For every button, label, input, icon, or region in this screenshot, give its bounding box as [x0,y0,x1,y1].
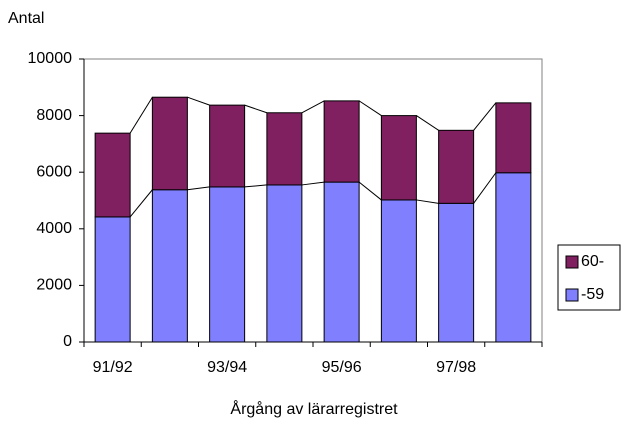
series-line [187,96,210,106]
bar-segment [94,216,131,343]
y-tick-label: 2000 [36,277,72,294]
series-line [358,181,382,201]
bar-segment [380,115,417,201]
y-tick-label: 4000 [36,220,72,237]
legend-swatch [565,255,579,269]
y-tick-label: 0 [63,333,72,350]
bar-segment [323,100,360,183]
x-tick-label: 93/94 [207,359,247,376]
series-line [358,100,382,117]
series-line [129,96,153,134]
x-tick-label: 97/98 [436,359,476,376]
bar-segment [323,181,360,343]
y-tick-label: 6000 [36,163,72,180]
bar-segment [266,112,303,186]
x-tick-label: 95/96 [322,359,362,376]
series-line [244,184,267,188]
bar-segment [438,202,475,343]
series-line [473,102,497,131]
legend-label: -59 [581,286,604,303]
bar-segment [495,102,532,174]
series-line [301,181,325,186]
bar-segment [151,189,188,343]
series-line [416,199,439,204]
bar-segment [94,132,131,218]
series-line [244,104,268,114]
bar-segment [380,199,417,343]
legend-label: 60- [581,253,604,270]
bar-segment [438,129,475,204]
y-tick-label: 10000 [28,50,73,67]
x-axis-title: Årgång av lärarregistret [230,399,398,418]
series-line [416,115,439,131]
series-line [301,100,325,114]
legend-swatch [565,288,579,302]
bar-segment [495,172,532,343]
y-tick-label: 8000 [36,107,72,124]
bar-segment [266,184,303,343]
series-line [129,189,153,218]
y-axis-title: Antal [8,10,44,27]
bar-segment [151,96,188,191]
series-line [473,172,497,204]
bar-segment [209,104,246,188]
bar-segment [209,186,246,343]
x-tick-label: 91/92 [93,359,133,376]
series-line [187,186,210,191]
